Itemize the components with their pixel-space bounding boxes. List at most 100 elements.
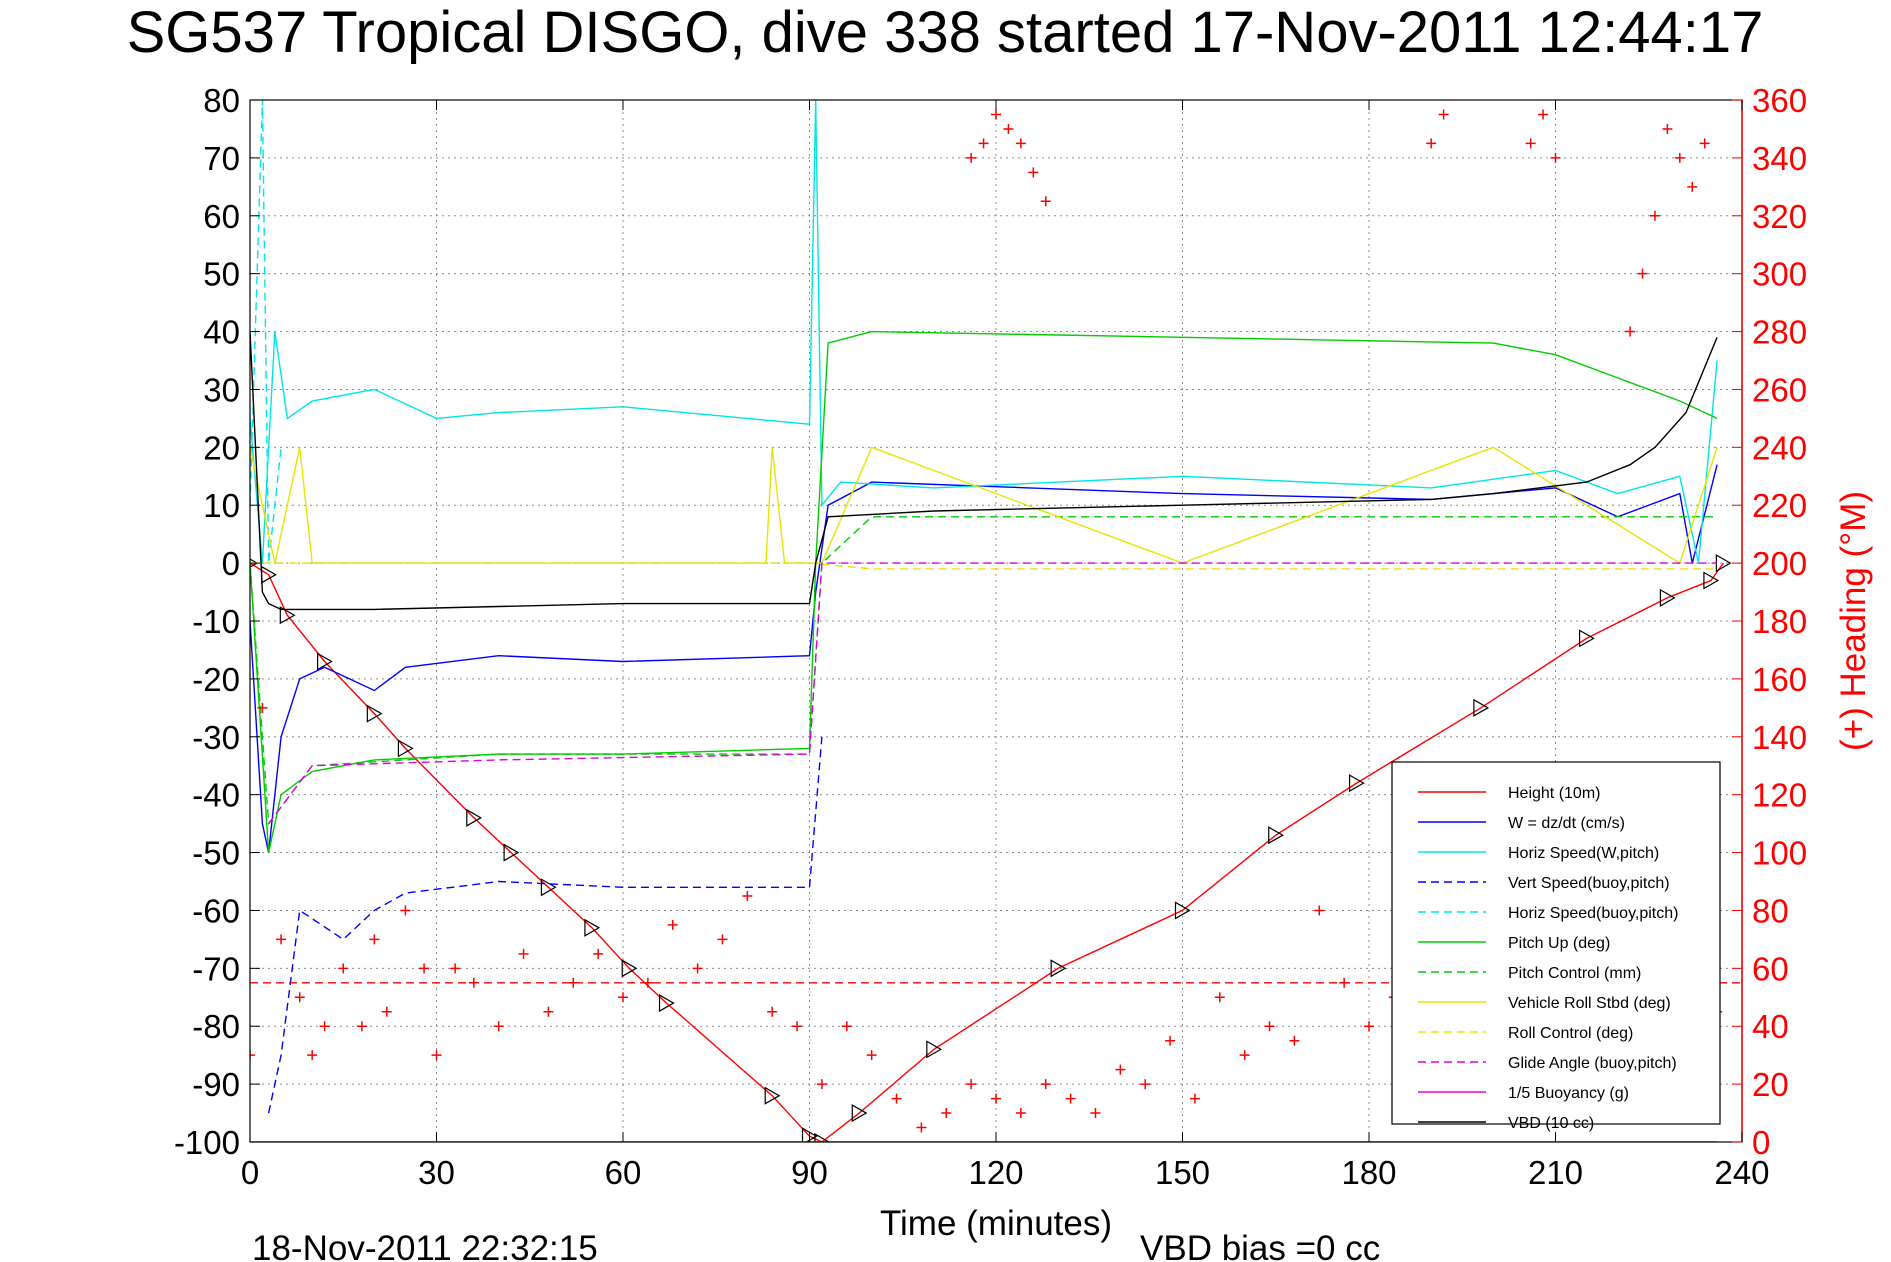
legend-item: Vert Speed(buoy,pitch) <box>1418 875 1670 892</box>
y-tick-label: 70 <box>203 140 240 177</box>
series-horiz-speed-buoy-pitch <box>250 100 282 564</box>
y2-tick-label: 140 <box>1752 719 1807 756</box>
series-vbd-10-cc <box>250 331 1718 611</box>
series-vert-speed-buoy-pitch <box>267 736 823 1114</box>
heading-point <box>338 963 349 974</box>
heading-point <box>941 1108 952 1119</box>
height-marker <box>279 606 296 625</box>
legend-label: Vert Speed(buoy,pitch) <box>1508 875 1670 892</box>
y-tick-label: 0 <box>222 545 240 582</box>
heading-point <box>618 992 628 1003</box>
heading-point <box>1040 1079 1051 1090</box>
legend-label: Pitch Control (mm) <box>1508 965 1641 982</box>
heading-point <box>991 109 1001 120</box>
height-marker <box>1050 959 1067 978</box>
heading-point <box>450 963 461 974</box>
heading-point <box>1649 210 1660 221</box>
y2-tick-label: 120 <box>1752 777 1807 814</box>
heading-point <box>1699 138 1710 149</box>
legend-item: Horiz Speed(buoy,pitch) <box>1418 905 1678 922</box>
legend-label: Height (10m) <box>1508 785 1600 802</box>
heading-point <box>593 948 604 959</box>
y2-tick-label: 180 <box>1752 603 1807 640</box>
vbd-bias-note: VBD bias =0 cc <box>1140 1229 1380 1262</box>
height-marker <box>317 652 333 671</box>
heading-point <box>1674 152 1685 163</box>
y-axis-ticks: 80 70 60 50 40 30 20 10 0 -10 -20 -30 -40 -50 -60 -70 -8… <box>174 82 260 1161</box>
series-glide-angle-buoy-pitch <box>268 562 1718 825</box>
heading-point <box>356 1021 367 1032</box>
x-tick-label: 30 <box>418 1154 455 1191</box>
heading-point <box>966 1079 977 1090</box>
height-marker <box>366 704 383 723</box>
heading-point <box>742 890 753 901</box>
heading-point <box>667 919 678 930</box>
y-tick-label: -80 <box>192 1008 240 1045</box>
legend-label: Horiz Speed(W,pitch) <box>1508 845 1659 862</box>
y2-tick-label: 0 <box>1752 1124 1770 1161</box>
heading-point <box>692 963 703 974</box>
heading-point <box>307 1050 318 1061</box>
height-marker <box>764 1086 781 1105</box>
footer-timestamp: 18-Nov-2011 22:32:15 <box>252 1229 598 1262</box>
legend-item: Horiz Speed(W,pitch) <box>1418 845 1659 862</box>
y2-tick-label: 260 <box>1752 371 1807 408</box>
series-group <box>250 100 1742 1142</box>
heading-point <box>1364 1021 1374 1032</box>
heading-point <box>1662 123 1673 134</box>
heading-point <box>1214 992 1225 1003</box>
legend-label: VBD (10 cc) <box>1508 1115 1594 1132</box>
x-tick-label: 150 <box>1155 1154 1210 1191</box>
legend-item: Pitch Control (mm) <box>1418 965 1641 982</box>
x-tick-label: 90 <box>791 1154 828 1191</box>
y2-tick-label: 160 <box>1752 661 1807 698</box>
heading-point <box>866 1050 877 1061</box>
heading-point <box>1637 268 1648 279</box>
heading-point <box>978 138 989 149</box>
legend-label: Horiz Speed(buoy,pitch) <box>1508 905 1678 922</box>
y2-tick-label: 60 <box>1752 950 1789 987</box>
y-tick-label: -50 <box>192 835 240 872</box>
heading-point <box>1115 1064 1126 1075</box>
heading-point <box>1040 196 1051 207</box>
heading-point <box>841 1021 852 1032</box>
legend-label: Vehicle Roll Stbd (deg) <box>1508 995 1671 1012</box>
height-marker <box>1703 571 1720 590</box>
heading-point <box>543 1006 554 1017</box>
height-marker <box>658 994 675 1013</box>
y-tick-label: 30 <box>203 371 240 408</box>
height-marker <box>1659 588 1676 607</box>
legend-label: Glide Angle (buoy,pitch) <box>1508 1055 1677 1072</box>
y-tick-label: -60 <box>192 892 240 929</box>
height-marker <box>1473 698 1490 717</box>
height-marker <box>851 1104 868 1123</box>
legend-item: Roll Control (deg) <box>1418 1025 1633 1042</box>
heading-point <box>1538 109 1549 120</box>
y2-tick-label: 40 <box>1752 1008 1789 1045</box>
y2-tick-label: 280 <box>1752 314 1807 351</box>
legend-item: Pitch Up (deg) <box>1418 935 1610 952</box>
heading-point <box>792 1021 803 1032</box>
heading-point <box>1550 152 1561 163</box>
height-marker <box>1268 826 1284 845</box>
heading-point <box>991 1093 1001 1104</box>
y2-tick-label: 20 <box>1752 1066 1789 1103</box>
heading-point <box>717 934 728 945</box>
y-tick-label: -10 <box>192 603 240 640</box>
legend-item: 1/5 Buoyancy (g) <box>1418 1085 1629 1102</box>
y-tick-label: 40 <box>203 314 240 351</box>
legend: Height (10m) W = dz/dt (cm/s) Horiz Speed(… <box>1391 761 1721 1132</box>
series-height-10m <box>250 562 1724 1142</box>
page-title: SG537 Tropical DISGO, dive 338 started 1… <box>127 0 1764 65</box>
heading-point <box>1003 123 1014 134</box>
heading-point <box>1625 326 1636 337</box>
heading-point <box>294 992 305 1003</box>
y-tick-label: 80 <box>203 82 240 119</box>
legend-label: W = dz/dt (cm/s) <box>1508 815 1625 832</box>
heading-point <box>1525 138 1536 149</box>
y-tick-label: -20 <box>192 661 240 698</box>
legend-item: Height (10m) <box>1418 785 1600 802</box>
y2-tick-label: 200 <box>1752 545 1807 582</box>
x-axis-ticks: 0 30 60 90 120 150 180 210 240 <box>241 100 1770 1191</box>
